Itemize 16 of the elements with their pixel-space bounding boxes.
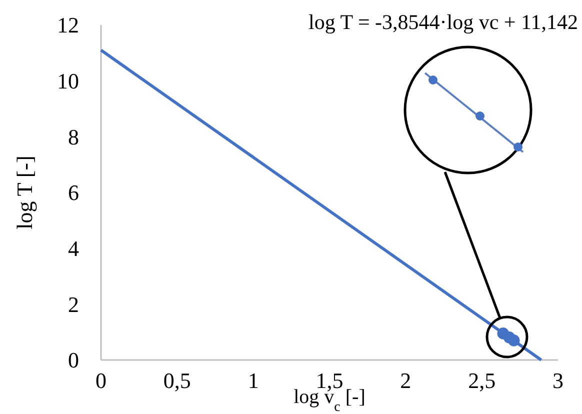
y-tick-label: 0: [68, 348, 79, 373]
y-tick-label: 12: [57, 12, 79, 38]
x-tick-label: 2: [400, 368, 412, 393]
y-tick-label: 8: [68, 124, 79, 150]
y-tick-label: 2: [68, 292, 79, 317]
point: [508, 334, 520, 346]
y-axis-title: log T [-]: [12, 156, 37, 230]
annotation: log T = -3,8544·log vc + 11,142: [308, 10, 578, 34]
x-tick-label: 0: [96, 368, 106, 393]
y-tick-label: 6: [68, 180, 79, 206]
x-tick-label: 2,5: [468, 368, 496, 393]
x-tick-label: 0,5: [163, 368, 191, 393]
x-tick-label: 1: [248, 368, 259, 393]
y-tick-label: 4: [68, 236, 79, 262]
x-tick-label: 3: [552, 368, 564, 393]
y-tick-label: 10: [57, 68, 79, 94]
